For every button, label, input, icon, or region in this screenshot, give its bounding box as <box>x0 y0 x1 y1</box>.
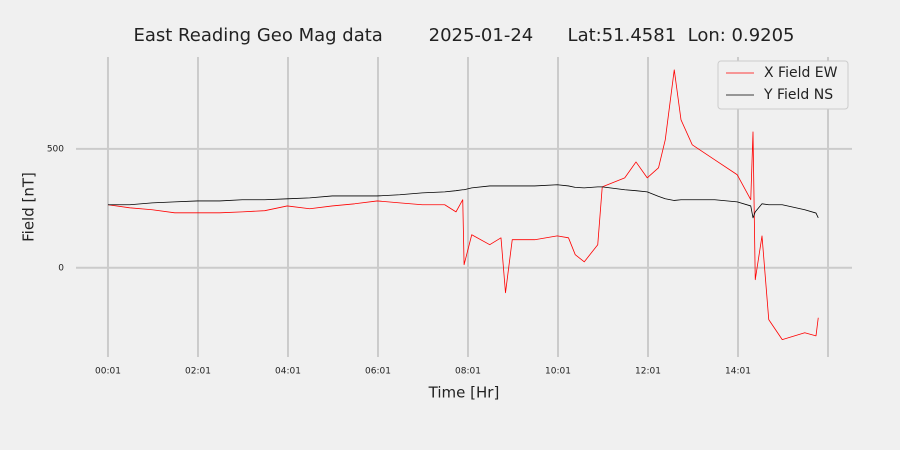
x-tick-label: 14:01 <box>725 367 751 377</box>
x-tick-label: 04:01 <box>275 367 301 377</box>
legend: X Field EW Y Field NS <box>717 60 849 110</box>
x-tick-label: 08:01 <box>455 367 481 377</box>
x-axis-label: Time [Hr] <box>428 384 500 402</box>
data-line <box>107 69 819 341</box>
chart-title: East Reading Geo Mag data 2025-01-24 Lat… <box>133 25 794 46</box>
y-tick-label: 500 <box>47 144 64 154</box>
x-tick-label: 10:01 <box>545 367 571 377</box>
y-axis-label: Field [nT] <box>20 172 38 242</box>
legend-label: X Field EW <box>764 65 838 81</box>
data-line <box>107 184 819 219</box>
y-tick-label: 0 <box>58 263 64 273</box>
x-tick-label: 12:01 <box>635 367 661 377</box>
legend-label: Y Field NS <box>763 87 833 103</box>
x-tick-label: 00:01 <box>95 367 121 377</box>
x-tick-label: 02:01 <box>185 367 211 377</box>
x-tick-label: 06:01 <box>365 367 391 377</box>
